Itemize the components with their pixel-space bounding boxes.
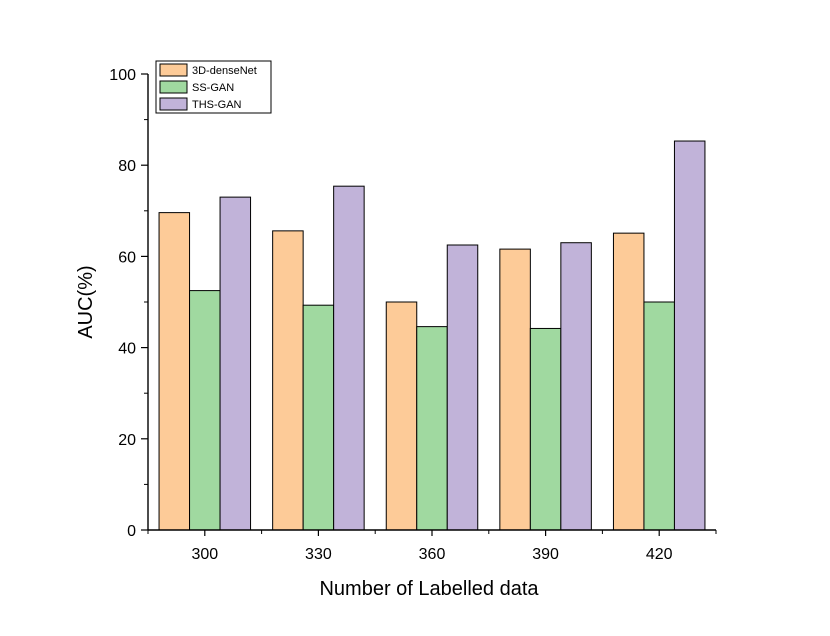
legend: 3D-denseNet SS-GAN THS-GAN <box>155 60 272 114</box>
y-tick-label: 60 <box>118 249 136 266</box>
legend-swatch-THS-GAN <box>159 97 188 111</box>
x-tick-label: 360 <box>419 546 446 563</box>
y-tick-label: 0 <box>127 523 136 540</box>
legend-swatch-SS-GAN <box>159 80 188 94</box>
x-axis-title: Number of Labelled data <box>319 578 539 600</box>
y-tick-label: 40 <box>118 341 136 358</box>
legend-label-THS-GAN: THS-GAN <box>192 99 242 111</box>
y-tick-label: 100 <box>109 67 136 84</box>
bar-THS-GAN-360 <box>446 244 479 531</box>
bar-3D-denseNet-300 <box>158 212 191 531</box>
bars-group <box>158 140 706 531</box>
x-tick-label: 420 <box>646 546 673 563</box>
legend-swatch-3D-denseNet <box>159 63 188 77</box>
bar-3D-denseNet-390 <box>499 248 531 531</box>
bar-THS-GAN-420 <box>673 140 706 531</box>
bar-3D-denseNet-420 <box>612 232 645 531</box>
x-tick-label: 300 <box>191 546 218 563</box>
ticks-group: 0 20 40 60 80 100 300 330 360 390 420 <box>109 67 717 563</box>
x-tick-label: 390 <box>532 546 559 563</box>
bar-SS-GAN-300 <box>189 290 221 531</box>
bar-3D-denseNet-360 <box>385 301 418 531</box>
bar-SS-GAN-360 <box>416 326 448 531</box>
y-tick-label: 80 <box>118 158 136 175</box>
bar-3D-denseNet-330 <box>272 230 304 531</box>
bar-SS-GAN-390 <box>529 327 562 531</box>
bar-THS-GAN-300 <box>219 196 252 531</box>
bar-SS-GAN-330 <box>302 304 335 531</box>
x-tick-label: 330 <box>305 546 332 563</box>
bar-THS-GAN-330 <box>333 185 365 531</box>
legend-label-SS-GAN: SS-GAN <box>192 82 234 94</box>
bar-THS-GAN-390 <box>560 242 592 531</box>
y-tick-label: 20 <box>118 432 136 449</box>
y-axis-title: AUC(%) <box>75 265 97 338</box>
legend-label-3D-denseNet: 3D-denseNet <box>192 65 257 77</box>
bar-SS-GAN-420 <box>643 301 675 531</box>
